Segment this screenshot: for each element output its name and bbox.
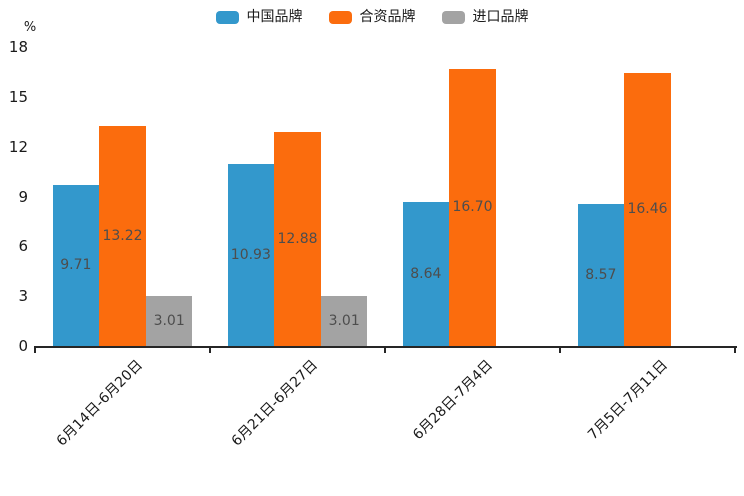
x-axis-tick [559, 348, 561, 353]
legend-item: 合资品牌 [328, 8, 416, 26]
bar [402, 202, 450, 346]
x-axis-tick [734, 348, 736, 353]
bar [624, 72, 671, 346]
x-axis-tick [209, 348, 211, 353]
x-axis-line [34, 346, 737, 348]
y-axis-tick-label: 0 [18, 337, 28, 355]
bar-value-label: 9.71 [60, 257, 92, 274]
y-axis-tick-label: 12 [8, 137, 28, 156]
bar-value-label: 10.93 [230, 247, 271, 264]
bar-value-label: 13.22 [102, 228, 143, 245]
legend-swatch-icon [215, 10, 239, 24]
bar [449, 68, 496, 346]
bar [320, 296, 368, 346]
y-axis-tick-label: 9 [18, 187, 28, 206]
bar-value-label: 16.46 [627, 201, 668, 218]
bar [274, 132, 321, 346]
y-axis-tick-label: 15 [8, 87, 28, 106]
legend-label: 合资品牌 [359, 9, 416, 25]
bar [227, 164, 275, 346]
y-axis-tick-label: 3 [18, 287, 28, 306]
bar-value-label: 12.88 [277, 231, 318, 248]
x-axis-tick [384, 348, 386, 353]
bar [145, 296, 193, 346]
legend: 中国品牌 合资品牌 进口品牌 [0, 8, 744, 26]
bar-value-label: 8.57 [585, 266, 617, 283]
bar [52, 184, 100, 346]
x-axis-label: 6月28日-7月4日 [409, 357, 496, 444]
legend-swatch-icon [441, 10, 465, 24]
bar-value-label: 8.64 [410, 266, 442, 283]
x-axis-label: 7月5日-7月11日 [584, 357, 671, 444]
bar [99, 126, 146, 346]
legend-label: 进口品牌 [472, 9, 529, 25]
bar-value-label: 3.01 [153, 313, 185, 329]
y-axis-tick-label: 6 [18, 237, 28, 256]
legend-swatch-icon [328, 10, 352, 24]
x-axis-tick [34, 348, 36, 353]
x-axis-label: 6月21日-6月27日 [228, 357, 321, 450]
x-axis-label: 6月14日-6月20日 [53, 357, 146, 450]
legend-item: 中国品牌 [215, 8, 303, 26]
y-axis-unit-label: % [23, 20, 37, 35]
bar-value-label: 16.70 [452, 199, 493, 216]
legend-label: 中国品牌 [246, 9, 303, 25]
bar-value-label: 3.01 [328, 313, 360, 329]
y-axis-tick-label: 18 [8, 38, 28, 56]
legend-item: 进口品牌 [441, 8, 529, 26]
bar [577, 203, 625, 346]
